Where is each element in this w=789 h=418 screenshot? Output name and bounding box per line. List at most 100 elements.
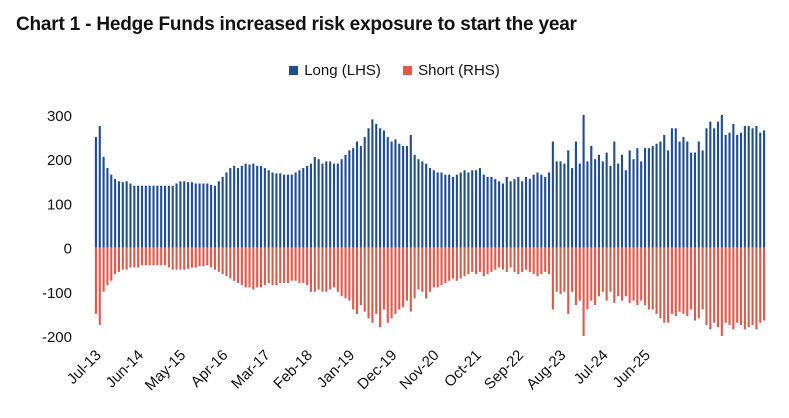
short-bar [94, 247, 97, 314]
long-bar [728, 132, 731, 248]
long-bar [605, 152, 608, 248]
short-bar [609, 247, 612, 292]
long-bar [536, 172, 539, 248]
short-bar [175, 247, 178, 270]
long-bar [98, 126, 101, 248]
short-bar [697, 247, 700, 319]
short-bar [713, 247, 716, 323]
short-bar [321, 247, 324, 292]
short-bar [471, 247, 474, 272]
short-bar [739, 247, 743, 325]
long-bar [379, 128, 382, 248]
short-bar [340, 247, 343, 297]
short-bar [398, 247, 401, 310]
short-bar [709, 247, 712, 330]
short-bar [509, 247, 512, 268]
short-bar [371, 247, 374, 323]
short-bar [156, 247, 159, 266]
long-bar [624, 170, 627, 248]
short-bar [478, 247, 481, 272]
short-bar [252, 247, 255, 290]
short-bar [547, 247, 551, 275]
long-bar [417, 159, 420, 248]
long-bar [636, 148, 639, 248]
short-bar [332, 247, 336, 288]
long-bar [620, 154, 624, 248]
short-bar [559, 247, 562, 295]
short-bar [578, 247, 581, 301]
short-bar [467, 247, 470, 275]
long-bar [663, 134, 666, 248]
short-bar [667, 247, 670, 323]
short-bar [682, 247, 685, 314]
long-bar [102, 156, 105, 248]
x-tick-label: Jul-13 [64, 347, 105, 388]
short-bar [125, 247, 128, 270]
long-bar [306, 165, 309, 248]
short-bar [286, 247, 289, 283]
short-bar [544, 247, 547, 272]
short-bar [498, 247, 501, 268]
long-bar [386, 137, 389, 248]
long-bar [402, 145, 405, 248]
short-bar [582, 247, 585, 336]
legend-label-long: Long (LHS) [304, 62, 381, 79]
short-bar [486, 247, 489, 275]
short-bar [206, 247, 209, 266]
long-bar [225, 172, 228, 248]
short-bar [144, 247, 147, 266]
long-bar [240, 165, 243, 248]
short-bar [110, 247, 113, 281]
long-bar [432, 170, 435, 248]
long-bar [144, 185, 147, 248]
long-bar [517, 176, 520, 248]
long-bar [697, 141, 700, 248]
short-bar [348, 247, 351, 301]
long-bar [601, 161, 604, 248]
short-bar [294, 247, 297, 281]
long-bar [693, 152, 697, 248]
short-bar [367, 247, 370, 319]
short-bar [248, 247, 251, 288]
long-bar [175, 183, 178, 248]
short-bar [620, 247, 624, 301]
short-bar [459, 247, 462, 279]
short-bar [375, 247, 378, 314]
long-bar [359, 145, 362, 248]
short-bar [355, 247, 359, 314]
long-bar [586, 161, 589, 248]
short-bar [279, 247, 282, 283]
short-bar [693, 247, 697, 321]
short-bar [567, 247, 570, 314]
long-bar [294, 172, 297, 248]
long-bar [198, 183, 201, 248]
long-bar [329, 161, 332, 248]
short-bar [521, 247, 524, 272]
short-bar [617, 247, 620, 297]
short-bar [336, 247, 339, 292]
long-bar [106, 168, 109, 248]
long-bar [651, 145, 654, 248]
short-bar [317, 247, 320, 290]
short-bar [444, 247, 447, 283]
y-tick-label: 0 [64, 241, 72, 258]
short-bar [217, 247, 220, 272]
long-bar [171, 185, 174, 248]
long-bar [582, 115, 585, 248]
short-bar [686, 247, 689, 317]
short-bar [225, 247, 228, 277]
long-bar [194, 183, 197, 248]
short-bar [440, 247, 443, 286]
y-tick-label: 300 [47, 108, 72, 125]
short-bar [571, 247, 574, 292]
long-bar [371, 119, 374, 248]
legend-swatch-long [289, 66, 299, 75]
short-bar [605, 247, 608, 301]
long-bar [451, 176, 455, 248]
short-bar [114, 247, 117, 275]
short-bar [647, 247, 650, 310]
long-bar [355, 141, 359, 248]
long-bar [137, 185, 140, 248]
short-bar [743, 247, 746, 330]
